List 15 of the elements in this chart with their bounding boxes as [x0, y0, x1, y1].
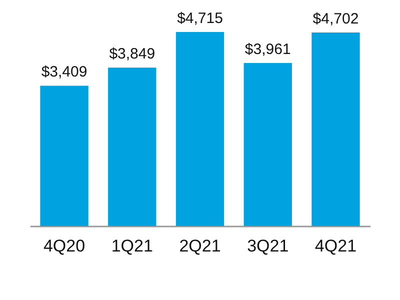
bar: [244, 63, 292, 226]
data-label: $3,849: [109, 46, 156, 63]
data-label: $3,409: [41, 64, 88, 81]
x-tick-label: 4Q21: [314, 236, 357, 256]
x-tick-label: 1Q21: [111, 236, 153, 256]
bar: [176, 32, 224, 226]
bar: [108, 68, 156, 226]
data-label: $3,961: [244, 41, 291, 58]
data-label: $4,715: [177, 10, 223, 27]
x-tick-label: 4Q20: [43, 236, 86, 256]
x-tick-label: 2Q21: [179, 236, 221, 256]
bar: [40, 86, 88, 226]
x-tick-label: 3Q21: [247, 236, 289, 256]
bar: [312, 32, 360, 226]
data-label: $4,702: [312, 10, 359, 28]
